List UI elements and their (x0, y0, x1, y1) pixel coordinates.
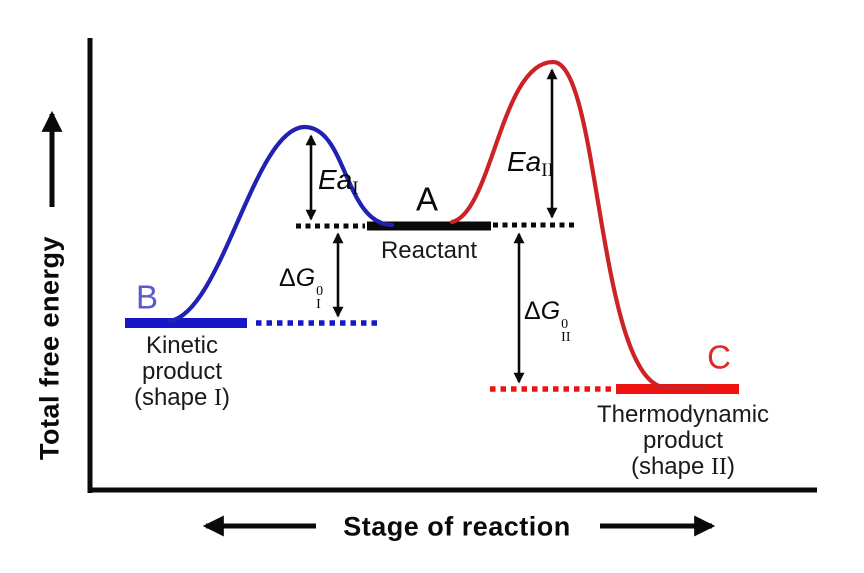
kinetic-product-line1: Kinetic (145, 332, 219, 359)
ea1-label: EaI (318, 164, 359, 199)
thermodynamic-product-line2: product (642, 427, 724, 454)
thermodynamic-point-label: C (707, 338, 731, 376)
thermodynamic-product-shape-line: (shape II) (630, 453, 736, 481)
dg1-label: ΔG 0 I (279, 264, 324, 313)
kinetic-product-line2: product (141, 358, 223, 385)
kinetic-point-label: B (135, 278, 159, 316)
x-axis-label: Stage of reaction (343, 511, 571, 542)
kinetic-path-curve (167, 124, 395, 324)
kinetic-product-label: Kinetic product (shape I) (133, 332, 231, 412)
thermodynamic-shape-numeral: II (711, 454, 728, 480)
reactant-point-label: A (415, 180, 439, 218)
kinetic-shape-numeral: I (214, 385, 223, 411)
thermodynamic-product-line1: Thermodynamic (596, 401, 770, 428)
y-axis-label: Total free energy (34, 235, 65, 461)
thermodynamic-path-curve (449, 59, 709, 391)
kinetic-product-shape-line: (shape I) (133, 384, 231, 412)
thermodynamic-product-label: Thermodynamic product (shape II) (596, 401, 770, 481)
reactant-name-label: Reactant (380, 237, 478, 264)
ea2-label: EaII (507, 146, 554, 181)
dg2-label: ΔG 0 II (524, 297, 571, 346)
